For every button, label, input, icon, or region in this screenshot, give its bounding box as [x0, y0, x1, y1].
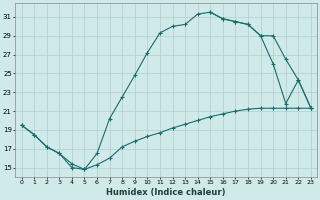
X-axis label: Humidex (Indice chaleur): Humidex (Indice chaleur) — [107, 188, 226, 197]
